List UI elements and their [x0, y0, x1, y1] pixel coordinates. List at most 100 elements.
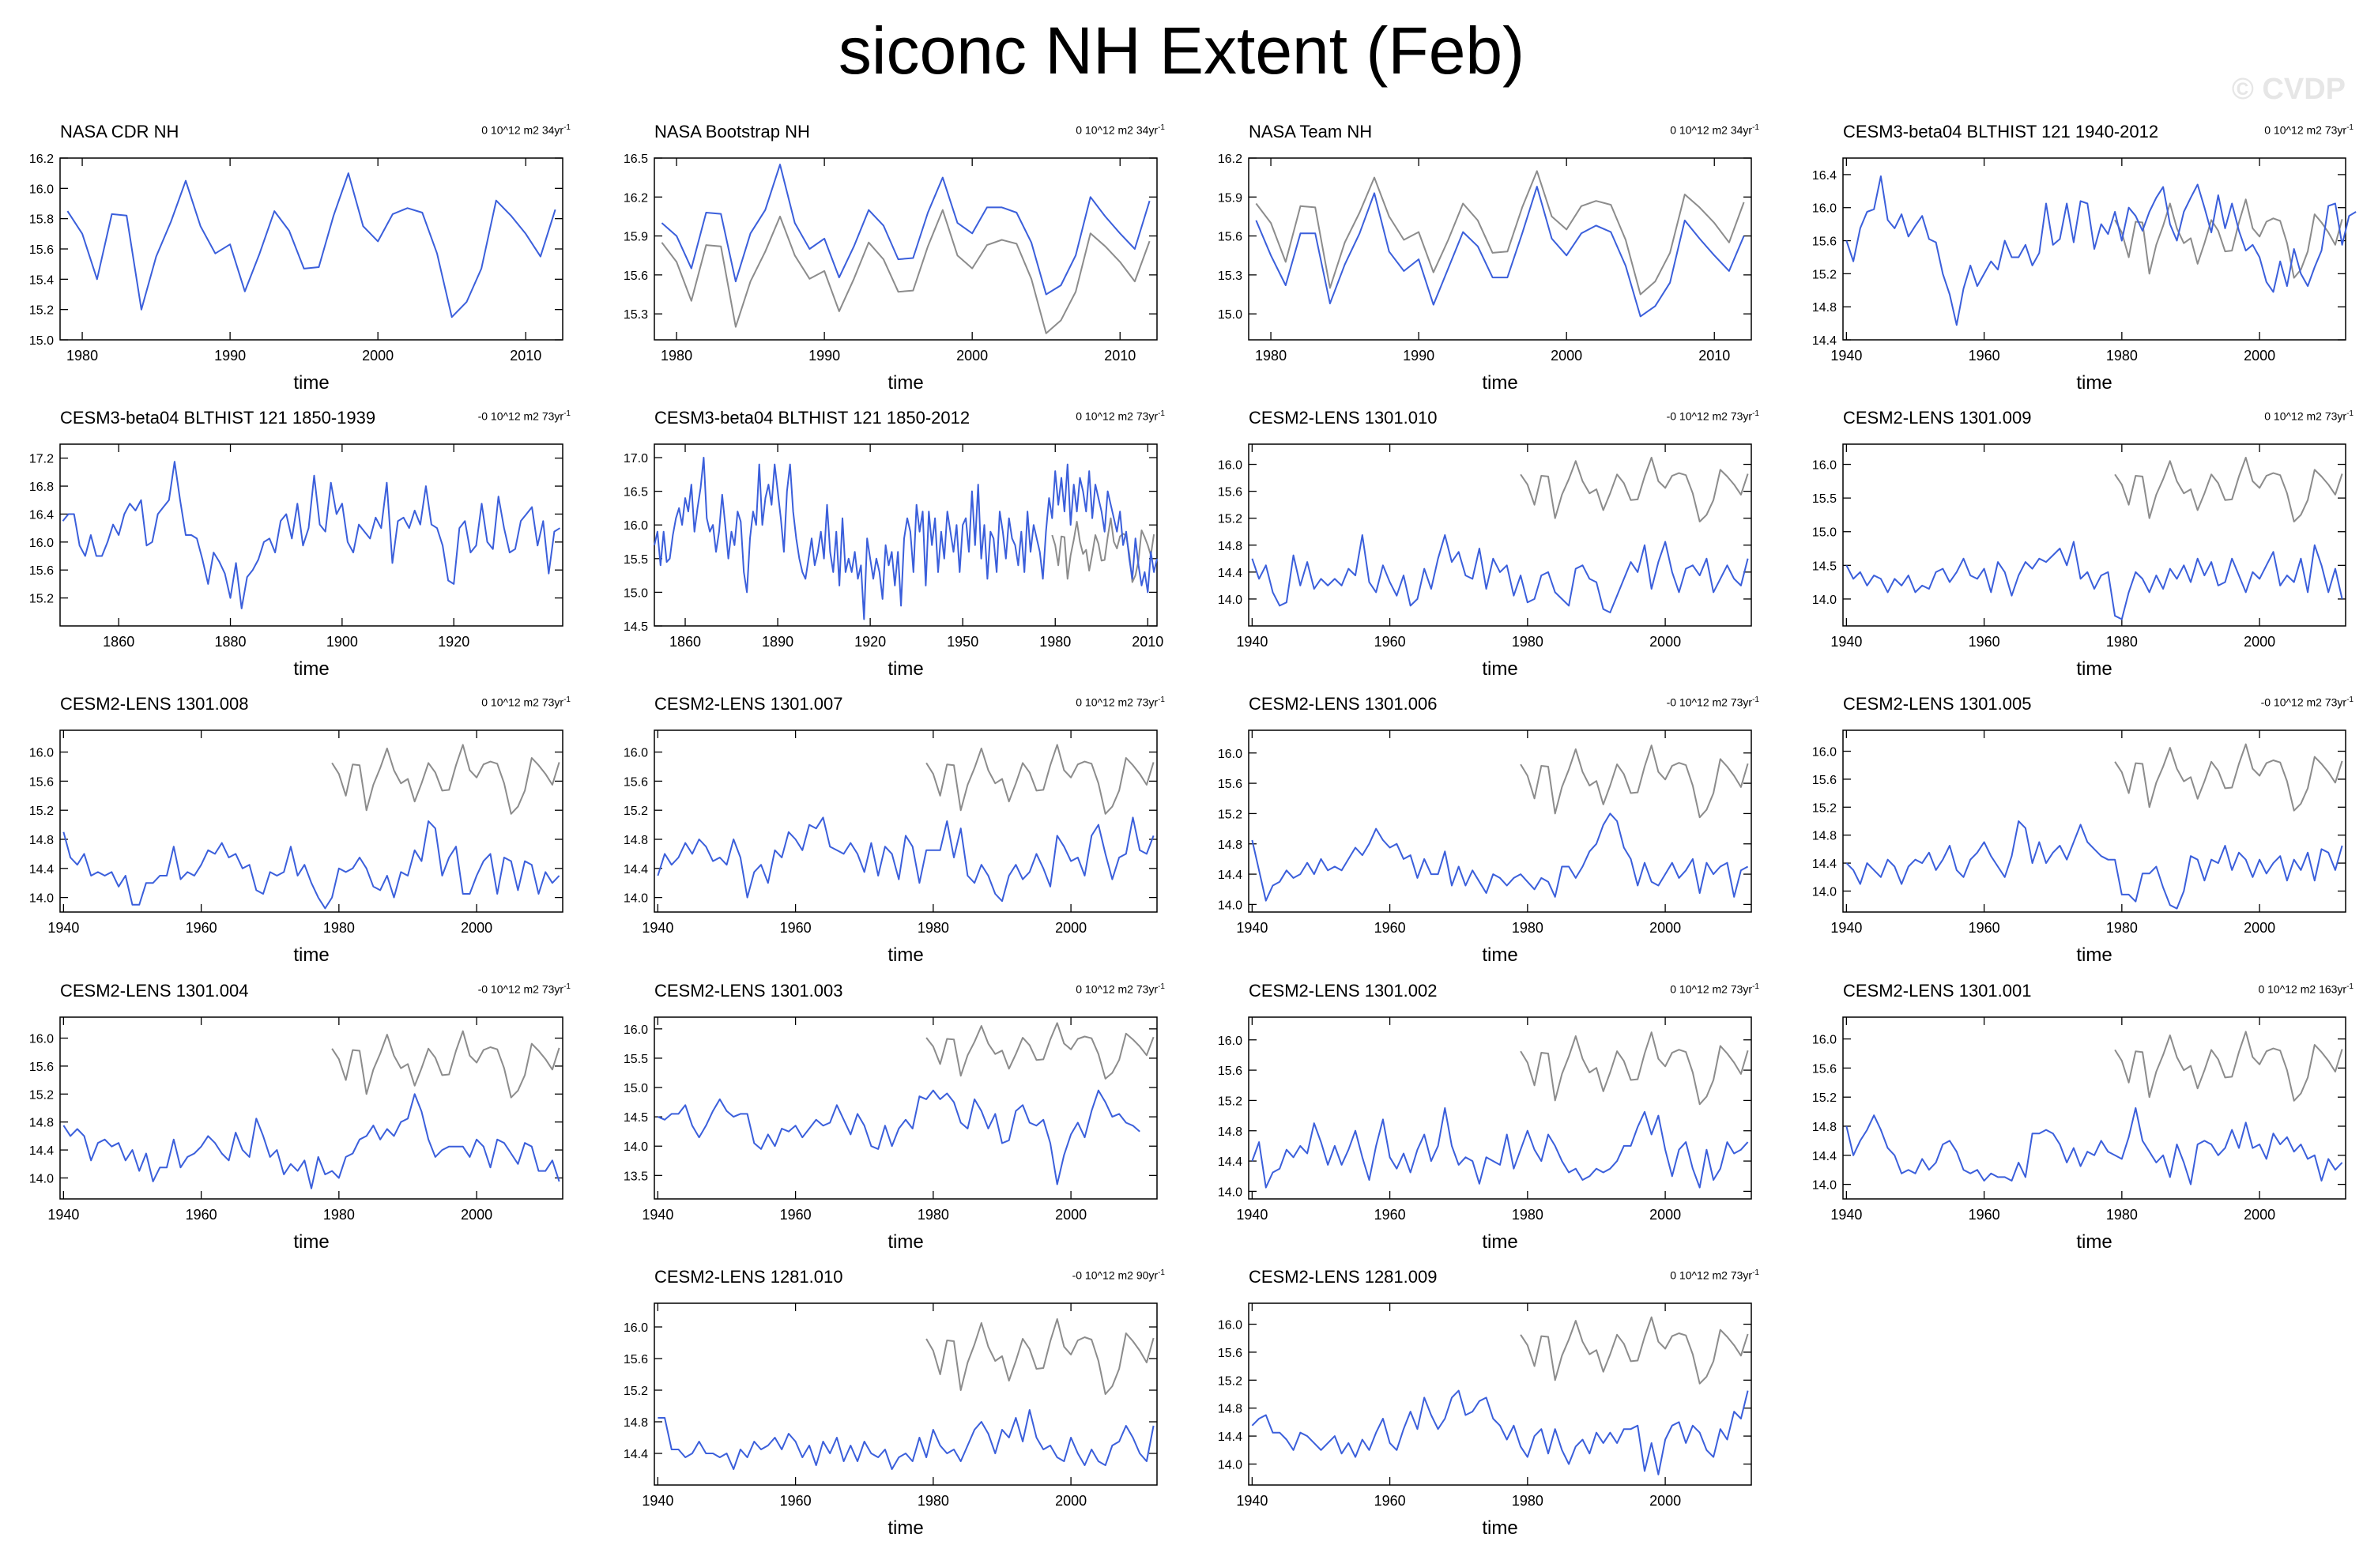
y-tick-label: 14.8 — [1812, 1121, 1837, 1134]
chart-panel: NASA Bootstrap NH 0 10^12 m2 34yr-1 1980 19… — [602, 122, 1187, 408]
chart-svg: 1940 1960 1980 2000 14.4 14.8 15.2 15.6 16.0 16.4… — [1812, 157, 2357, 394]
x-tick-label: 2000 — [1551, 348, 1582, 364]
y-tick-label: 15.3 — [1218, 270, 1242, 283]
x-tick-label: 1960 — [1969, 920, 2000, 936]
obs-series-line — [925, 744, 1155, 815]
chart-panel: CESM2-LENS 1301.006 -0 10^12 m2 73yr-1 194… — [1197, 694, 1781, 980]
model-series-line — [1845, 820, 2343, 910]
model-series-line — [62, 820, 560, 910]
x-tick-label: 2000 — [1649, 920, 1681, 936]
y-tick-label: 16.0 — [1812, 746, 1837, 760]
x-tick-label: 1980 — [66, 348, 98, 364]
y-tick-label: 15.6 — [29, 775, 54, 789]
x-tick-label: 1960 — [1969, 348, 2000, 364]
plot-frame — [654, 729, 1158, 913]
obs-series-line — [2114, 198, 2343, 279]
panel-title: CESM2-LENS 1301.010 — [1249, 408, 1438, 428]
chart-svg: 1980 1990 2000 2010 15.3 15.6 15.9 16.2 16.5 time — [624, 153, 1158, 394]
obs-series-line — [925, 1022, 1155, 1080]
chart-panel: CESM2-LENS 1301.001 0 10^12 m2 163yr-1 194… — [1791, 981, 2363, 1267]
x-tick-label: 1920 — [438, 634, 469, 650]
model-series-line — [1251, 1389, 1749, 1476]
x-axis-label: time — [293, 372, 329, 394]
obs-series-line — [1255, 170, 1745, 296]
y-tick-label: 15.5 — [1812, 492, 1837, 506]
y-tick-label: 14.4 — [1218, 869, 1242, 882]
y-tick-label: 16.2 — [624, 191, 648, 205]
x-tick-label: 1960 — [186, 1207, 217, 1223]
panel-title: NASA Bootstrap NH — [654, 122, 810, 141]
y-tick-label: 16.2 — [1218, 153, 1242, 166]
y-tick-label: 16.4 — [1812, 169, 1837, 183]
y-tick-label: 15.2 — [1218, 1374, 1242, 1388]
chart-svg: 1940 1960 1980 2000 14.0 14.4 14.8 15.2 15.6 16.0… — [29, 1016, 563, 1253]
y-tick-label: 16.8 — [29, 481, 54, 494]
trend-label: 0 10^12 m2 73yr-1 — [2264, 123, 2354, 137]
chart-svg: 1940 1960 1980 2000 14.0 14.4 14.8 15.2 15.6 16.0… — [1218, 443, 1752, 680]
x-tick-label: 1980 — [1039, 634, 1071, 650]
chart-svg: 1940 1960 1980 2000 14.0 14.4 14.8 15.2 15.6 16.0… — [1218, 1302, 1752, 1539]
x-axis-label: time — [888, 658, 923, 680]
x-tick-label: 1890 — [762, 634, 793, 650]
x-tick-label: 1940 — [1830, 348, 1862, 364]
y-tick-label: 14.8 — [1812, 830, 1837, 843]
y-tick-label: 14.4 — [1812, 334, 1837, 348]
x-axis-label: time — [888, 1517, 923, 1539]
x-axis-label: time — [293, 1231, 329, 1253]
x-tick-label: 1980 — [2106, 920, 2138, 936]
y-tick-label: 15.2 — [29, 593, 54, 606]
x-tick-label: 1980 — [918, 1493, 949, 1509]
plot-frame — [1842, 157, 2346, 341]
chart-svg: 1940 1960 1980 2000 14.0 14.4 14.8 15.2 15.6 16.0… — [1218, 729, 1752, 966]
x-tick-label: 1940 — [1236, 920, 1268, 936]
y-tick-label: 14.5 — [1812, 560, 1837, 573]
y-tick-label: 15.0 — [624, 586, 648, 600]
y-tick-label: 15.0 — [1218, 308, 1242, 322]
y-tick-label: 14.0 — [1812, 594, 1837, 607]
y-tick-label: 15.0 — [1812, 526, 1837, 540]
panel-title: CESM2-LENS 1301.001 — [1843, 981, 2032, 1001]
y-tick-label: 15.6 — [1218, 1065, 1242, 1078]
y-tick-label: 14.4 — [1218, 1430, 1242, 1444]
x-tick-label: 1960 — [1374, 1207, 1406, 1223]
plot-frame — [1248, 443, 1752, 627]
y-tick-label: 15.5 — [624, 1053, 648, 1066]
trend-label: 0 10^12 m2 73yr-1 — [1670, 982, 1759, 996]
obs-series-line — [2114, 743, 2343, 812]
y-tick-label: 16.0 — [1218, 1319, 1242, 1332]
chart-panel: CESM2-LENS 1301.004 -0 10^12 m2 73yr-1 194… — [8, 981, 593, 1267]
obs-series-line — [661, 209, 1151, 334]
y-tick-label: 14.4 — [29, 1144, 54, 1158]
chart-svg: 1940 1960 1980 2000 13.5 14.0 14.5 15.0 15.5 16.0… — [624, 1016, 1158, 1253]
y-tick-label: 16.0 — [1218, 1035, 1242, 1048]
y-tick-label: 14.0 — [29, 1172, 54, 1185]
panel-title: CESM2-LENS 1281.010 — [654, 1267, 843, 1287]
y-tick-label: 15.2 — [29, 805, 54, 818]
y-tick-label: 13.5 — [624, 1170, 648, 1183]
x-tick-label: 1980 — [2106, 1207, 2138, 1223]
model-series-line — [1251, 812, 1749, 902]
plot-frame — [1248, 1016, 1752, 1200]
y-tick-label: 14.0 — [1218, 1185, 1242, 1199]
chart-panel: CESM2-LENS 1301.005 -0 10^12 m2 73yr-1 194… — [1791, 694, 2363, 980]
panel-title: CESM3-beta04 BLTHIST 121 1850-1939 — [60, 408, 376, 428]
y-tick-label: 16.0 — [1812, 1034, 1837, 1047]
y-tick-label: 14.0 — [1812, 885, 1837, 899]
trend-label: 0 10^12 m2 34yr-1 — [1670, 123, 1759, 137]
y-tick-label: 15.6 — [1218, 778, 1242, 791]
x-tick-label: 2010 — [1132, 634, 1163, 650]
model-series-line — [66, 172, 556, 318]
model-series-line — [1845, 175, 2357, 326]
trend-label: -0 10^12 m2 90yr-1 — [1072, 1268, 1165, 1282]
model-series-line — [62, 1093, 560, 1189]
chart-panel: CESM2-LENS 1281.009 0 10^12 m2 73yr-1 1940… — [1197, 1267, 1781, 1553]
chart-svg: 1860 1890 1920 1950 1980 2010 14.5 15.0 15.5 16.0… — [624, 443, 1163, 680]
y-tick-label: 14.8 — [624, 834, 648, 847]
y-tick-label: 15.9 — [1218, 191, 1242, 205]
y-tick-label: 16.2 — [29, 153, 54, 166]
y-tick-label: 15.2 — [624, 805, 648, 818]
x-tick-label: 2000 — [2244, 920, 2275, 936]
chart-panel: NASA CDR NH 0 10^12 m2 34yr-1 1980 1990 2000… — [8, 122, 593, 408]
x-tick-label: 1980 — [918, 1207, 949, 1223]
trend-label: -0 10^12 m2 73yr-1 — [1666, 409, 1759, 423]
